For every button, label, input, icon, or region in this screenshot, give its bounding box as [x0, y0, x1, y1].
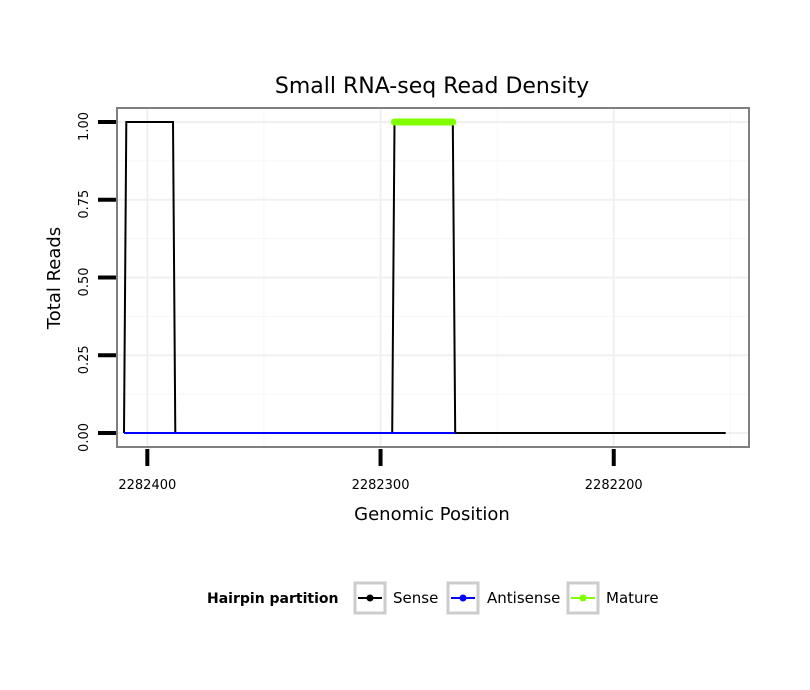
- legend-key-point: [579, 594, 587, 602]
- x-axis-title: Genomic Position: [354, 504, 510, 525]
- plot-border: [116, 107, 750, 448]
- legend-label: Sense: [393, 589, 438, 607]
- legend-key-point: [459, 594, 467, 602]
- y-tick-label: 1.00: [77, 112, 92, 141]
- series-layer: [123, 118, 726, 434]
- y-tick-label: 0.75: [77, 190, 92, 219]
- x-axis: 2282400 2282300 2282200: [118, 449, 643, 493]
- y-axis: 0.00 0.25 0.50 0.75 1.00: [77, 112, 116, 452]
- legend-label: Mature: [606, 589, 659, 607]
- legend-title: Hairpin partition: [207, 591, 338, 607]
- x-tick-label: 2282200: [585, 478, 643, 493]
- legend-label: Antisense: [487, 589, 560, 607]
- legend: Hairpin partition Sense Antisense Mature: [207, 581, 659, 615]
- chart-title: Small RNA-seq Read Density: [275, 74, 589, 99]
- y-tick-label: 0.50: [77, 268, 92, 297]
- x-tick-label: 2282400: [118, 478, 176, 493]
- y-tick-label: 0.25: [77, 345, 92, 374]
- y-axis-title: Total Reads: [44, 227, 65, 330]
- legend-key-point: [366, 594, 374, 602]
- x-tick-label: 2282300: [352, 478, 410, 493]
- y-tick-label: 0.00: [77, 423, 92, 452]
